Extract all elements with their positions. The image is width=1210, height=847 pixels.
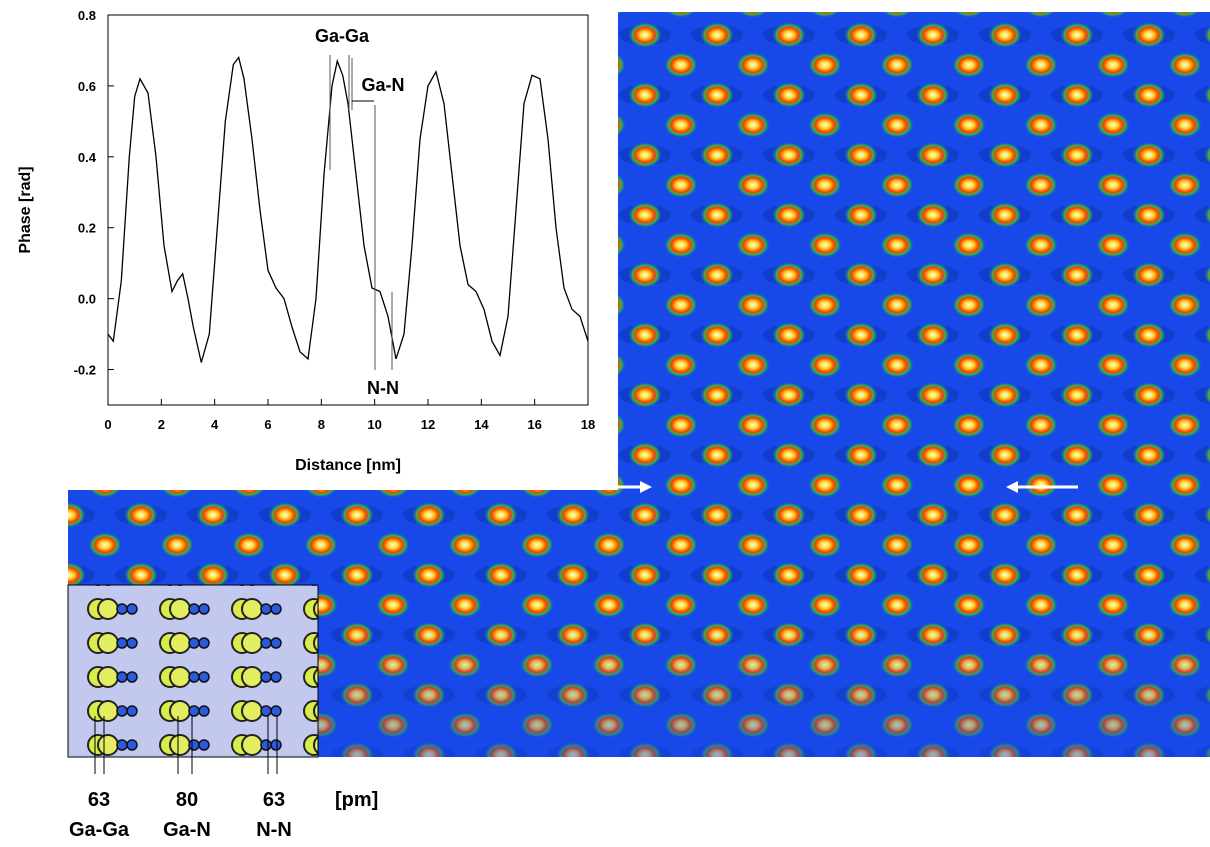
y-tick-label: 0.2	[78, 221, 96, 236]
annotation: Ga-Ga	[315, 26, 370, 46]
x-tick-label: 10	[367, 417, 381, 432]
y-tick-label: 0.6	[78, 79, 96, 94]
x-tick-label: 14	[474, 417, 489, 432]
annotation: N-N	[367, 378, 399, 398]
x-tick-label: 2	[158, 417, 165, 432]
unit-label: [pm]	[335, 789, 378, 811]
annotation: Ga-N	[361, 75, 404, 95]
spacing-pair: N-N	[256, 819, 292, 841]
figure: Distance [nm] Phase [rad] [pm] 0 2 4 6 8 10 12…	[0, 0, 1210, 847]
x-tick-label: 6	[264, 417, 271, 432]
x-axis-label: Distance [nm]	[295, 457, 401, 474]
chart-panel	[0, 0, 617, 489]
inset-model	[68, 585, 318, 757]
y-tick-label: 0.0	[78, 292, 96, 307]
spacing-value: 80	[176, 789, 198, 811]
x-tick-label: 18	[581, 417, 595, 432]
x-tick-label: 8	[318, 417, 325, 432]
x-tick-label: 0	[104, 417, 111, 432]
y-tick-label: 0.8	[78, 8, 96, 23]
x-tick-label: 4	[211, 417, 219, 432]
spacing-pair: Ga-Ga	[69, 819, 130, 841]
y-tick-label: -0.2	[74, 363, 96, 378]
x-tick-label: 16	[527, 417, 541, 432]
spacing-pair: Ga-N	[163, 819, 211, 841]
y-axis-label: Phase [rad]	[17, 166, 34, 253]
spacing-value: 63	[263, 789, 285, 811]
x-tick-label: 12	[421, 417, 435, 432]
spacing-value: 63	[88, 789, 110, 811]
y-tick-label: 0.4	[78, 150, 97, 165]
